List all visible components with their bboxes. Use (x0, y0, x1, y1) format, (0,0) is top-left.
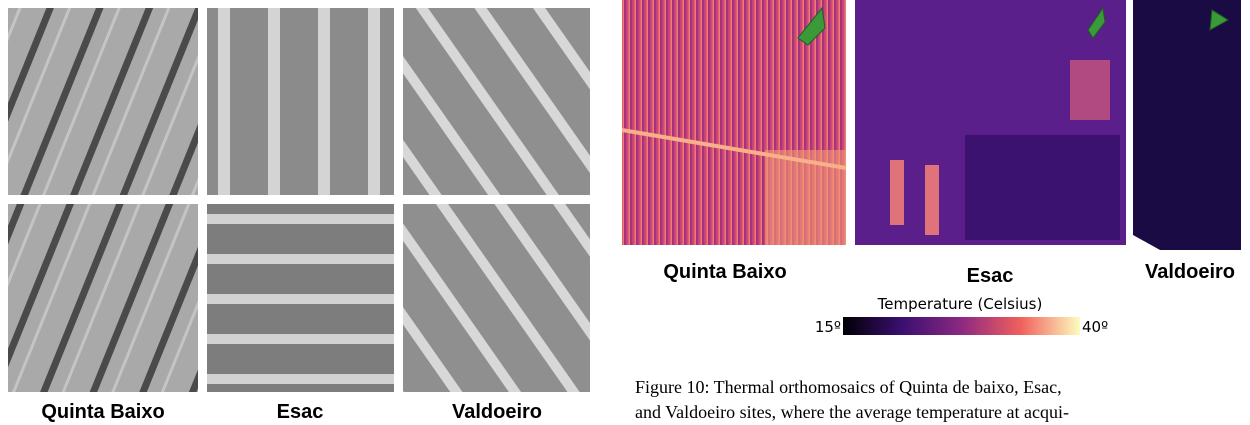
figure: Quinta Baixo Esac Valdoeiro Quinta Baixo… (0, 0, 1250, 425)
colorbar-max: 40º (1082, 318, 1108, 336)
label: Quinta Baixo (41, 401, 164, 423)
image-region (965, 135, 1120, 240)
caption-line: Figure 10: Thermal orthomosaics of Quint… (635, 377, 1062, 397)
label: Valdoeiro (452, 401, 542, 423)
thermal-images (622, 0, 1241, 250)
image (403, 204, 590, 392)
label: Quinta Baixo (663, 261, 786, 283)
image (403, 8, 590, 195)
caption-line: and Valdoeiro sites, where the average t… (635, 402, 1069, 422)
rgb-grid (8, 8, 590, 392)
image (1133, 0, 1241, 250)
colorbar-min: 15º (815, 318, 841, 336)
image (207, 204, 394, 392)
colorbar (843, 317, 1080, 335)
image (207, 8, 394, 195)
label: Esac (967, 265, 1014, 287)
image (8, 8, 198, 195)
image-feature (890, 160, 904, 225)
colorbar-title: Temperature (Celsius) (877, 295, 1043, 313)
image (8, 204, 198, 392)
image-feature (1070, 60, 1110, 120)
label: Esac (277, 401, 324, 423)
image-feature (925, 165, 939, 235)
label: Valdoeiro (1145, 261, 1235, 283)
